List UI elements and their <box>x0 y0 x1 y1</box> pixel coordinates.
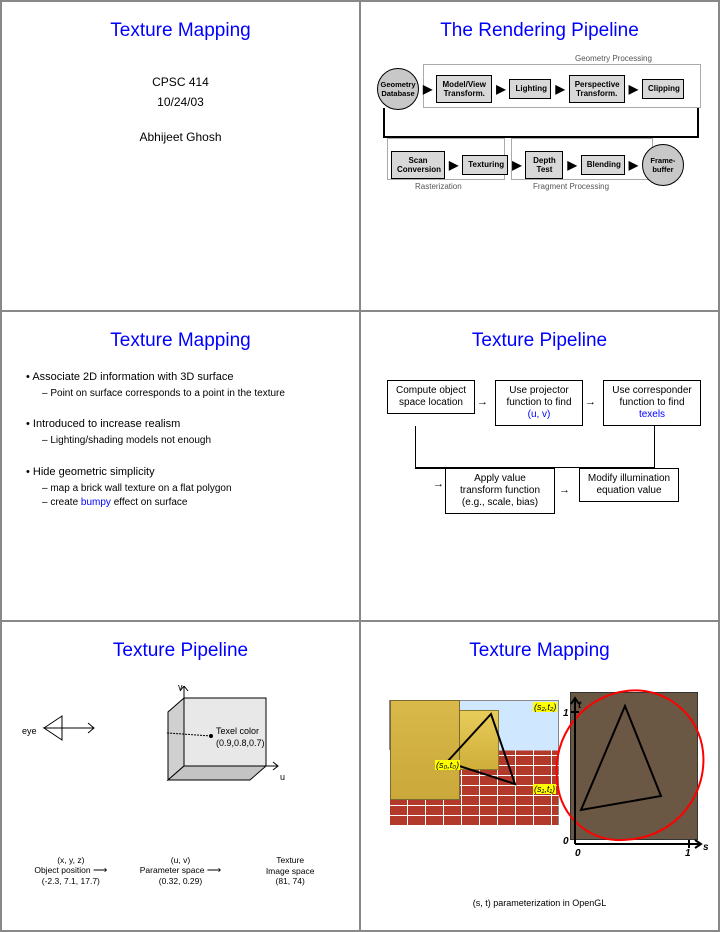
box-modify: Modify illumination equation value <box>579 468 679 502</box>
slide-4: Texture Pipeline Compute object space lo… <box>360 311 719 621</box>
arrow-icon: ▶ <box>449 158 458 172</box>
st-axes <box>567 694 707 854</box>
texel-label: Texel color <box>216 726 259 736</box>
author: Abhijeet Ghosh <box>16 127 345 147</box>
slide-5: Texture Pipeline eye v u Texel color (0.… <box>1 621 360 931</box>
arrow-icon: ▶ <box>555 82 564 96</box>
slide-6: Texture Mapping (s₀,t₀) (s₁,t₁) (s₂,t₂) <box>360 621 719 931</box>
u-label: u <box>280 772 285 782</box>
r3c: (81, 74) <box>235 876 345 886</box>
node-scan: Scan Conversion <box>391 151 445 179</box>
arrow-icon: ▶ <box>629 82 638 96</box>
node-depth: Depth Test <box>525 151 563 179</box>
bullet-list: Associate 2D information with 3D surface… <box>16 370 345 510</box>
bullet-3a: map a brick wall texture on a flat polyg… <box>42 482 345 496</box>
r2a: Object position <box>34 865 90 875</box>
arrow-icon: ▶ <box>423 82 432 96</box>
eye-label: eye <box>22 726 37 736</box>
node-perspective: Perspective Transform. <box>569 75 625 103</box>
texture-pipeline-diagram: eye v u Texel color (0.9,0.8,0.7) (x, y,… <box>16 680 345 890</box>
col2h: (u, v) <box>126 855 236 865</box>
box-projector: Use projector function to find (u, v) <box>495 380 583 426</box>
node-modelview: Model/View Transform. <box>436 75 492 103</box>
texture-pipeline-boxes: Compute object space location Use projec… <box>375 370 704 550</box>
zero-s: 0 <box>575 848 581 859</box>
texel-val: (0.9,0.8,0.7) <box>216 738 265 748</box>
slide2-title: The Rendering Pipeline <box>375 20 704 42</box>
uv: (u, v) <box>528 409 551 420</box>
box-corresponder: Use corresponder function to find texels <box>603 380 701 426</box>
caption: (s, t) parameterization in OpenGL <box>375 898 704 908</box>
connector <box>383 108 699 138</box>
arrow-icon: → <box>559 484 570 496</box>
txt: create <box>50 497 81 508</box>
r3a: (-2.3, 7.1, 17.7) <box>16 876 126 886</box>
one-s: 1 <box>685 848 691 859</box>
mapping-table: (x, y, z) (u, v) Texture Object position… <box>16 855 345 886</box>
arrow-icon: → <box>477 396 488 408</box>
txt: Use projector function to find <box>506 385 571 408</box>
node-texturing: Texturing <box>462 155 508 174</box>
slide5-title: Texture Pipeline <box>16 640 345 662</box>
parameterization-illustration: (s₀,t₀) (s₁,t₁) (s₂,t₂) t s 1 1 0 0 (s, … <box>375 680 704 910</box>
bullet-1a: Point on surface corresponds to a point … <box>42 387 345 401</box>
arrow-icon: ▶ <box>512 158 521 172</box>
date: 10/24/03 <box>16 92 345 112</box>
arrow-icon: ▶ <box>496 82 505 96</box>
label-s2t2: (s₂,t₂) <box>533 702 557 712</box>
bullet-1: Associate 2D information with 3D surface <box>26 370 345 385</box>
v-label: v <box>178 682 183 692</box>
label-s0t0: (s₀,t₀) <box>435 760 460 770</box>
one-t: 1 <box>563 708 569 719</box>
left-triangle <box>435 706 545 796</box>
bullet-3: Hide geometric simplicity <box>26 465 345 480</box>
txt: Use corresponder function to find <box>612 385 691 408</box>
arrow-icon: → <box>433 478 444 490</box>
slide6-title: Texture Mapping <box>375 640 704 662</box>
txt: effect on surface <box>111 497 188 508</box>
eye-icon <box>40 710 100 750</box>
col3h: Texture <box>235 855 345 865</box>
arrow-icon: ▶ <box>567 158 576 172</box>
r2b: Parameter space <box>140 865 205 875</box>
course-code: CPSC 414 <box>16 72 345 92</box>
arrow-icon: → <box>585 396 596 408</box>
slide1-title: Texture Mapping <box>16 20 345 42</box>
box-compute: Compute object space location <box>387 380 475 414</box>
axis-s: s <box>703 842 709 853</box>
node-framebuffer: Frame-buffer <box>642 144 684 186</box>
slide3-title: Texture Mapping <box>16 330 345 352</box>
connector <box>415 468 445 469</box>
node-clipping: Clipping <box>642 79 684 98</box>
arrow-icon: ▶ <box>629 158 638 172</box>
slide4-title: Texture Pipeline <box>375 330 704 352</box>
slide-1: Texture Mapping CPSC 414 10/24/03 Abhije… <box>1 1 360 311</box>
node-geometry-db: Geometry Database <box>377 68 419 110</box>
connector <box>415 426 655 468</box>
bullet-3b: create bumpy effect on surface <box>42 496 345 510</box>
r3b: (0.32, 0.29) <box>126 876 236 886</box>
bumpy-word: bumpy <box>81 497 111 508</box>
zero-t: 0 <box>563 836 569 847</box>
texels: texels <box>639 409 665 420</box>
node-blending: Blending <box>581 155 625 174</box>
bullet-2: Introduced to increase realism <box>26 417 345 432</box>
slide-3: Texture Mapping Associate 2D information… <box>1 311 360 621</box>
node-lighting: Lighting <box>509 79 551 98</box>
group-top-label: Geometry Processing <box>575 54 652 63</box>
slide-2: The Rendering Pipeline Geometry Processi… <box>360 1 719 311</box>
slide-grid: Texture Mapping CPSC 414 10/24/03 Abhije… <box>0 0 720 932</box>
col1h: (x, y, z) <box>16 855 126 865</box>
label-s1t1: (s₁,t₁) <box>533 784 556 794</box>
bullet-2a: Lighting/shading models not enough <box>42 434 345 448</box>
axis-t: t <box>578 700 581 711</box>
r2c: Image space <box>235 865 345 876</box>
box-transform: Apply value transform function (e.g., sc… <box>445 468 555 514</box>
pipeline-diagram: Geometry Processing Geometry Database ▶ … <box>375 60 704 220</box>
